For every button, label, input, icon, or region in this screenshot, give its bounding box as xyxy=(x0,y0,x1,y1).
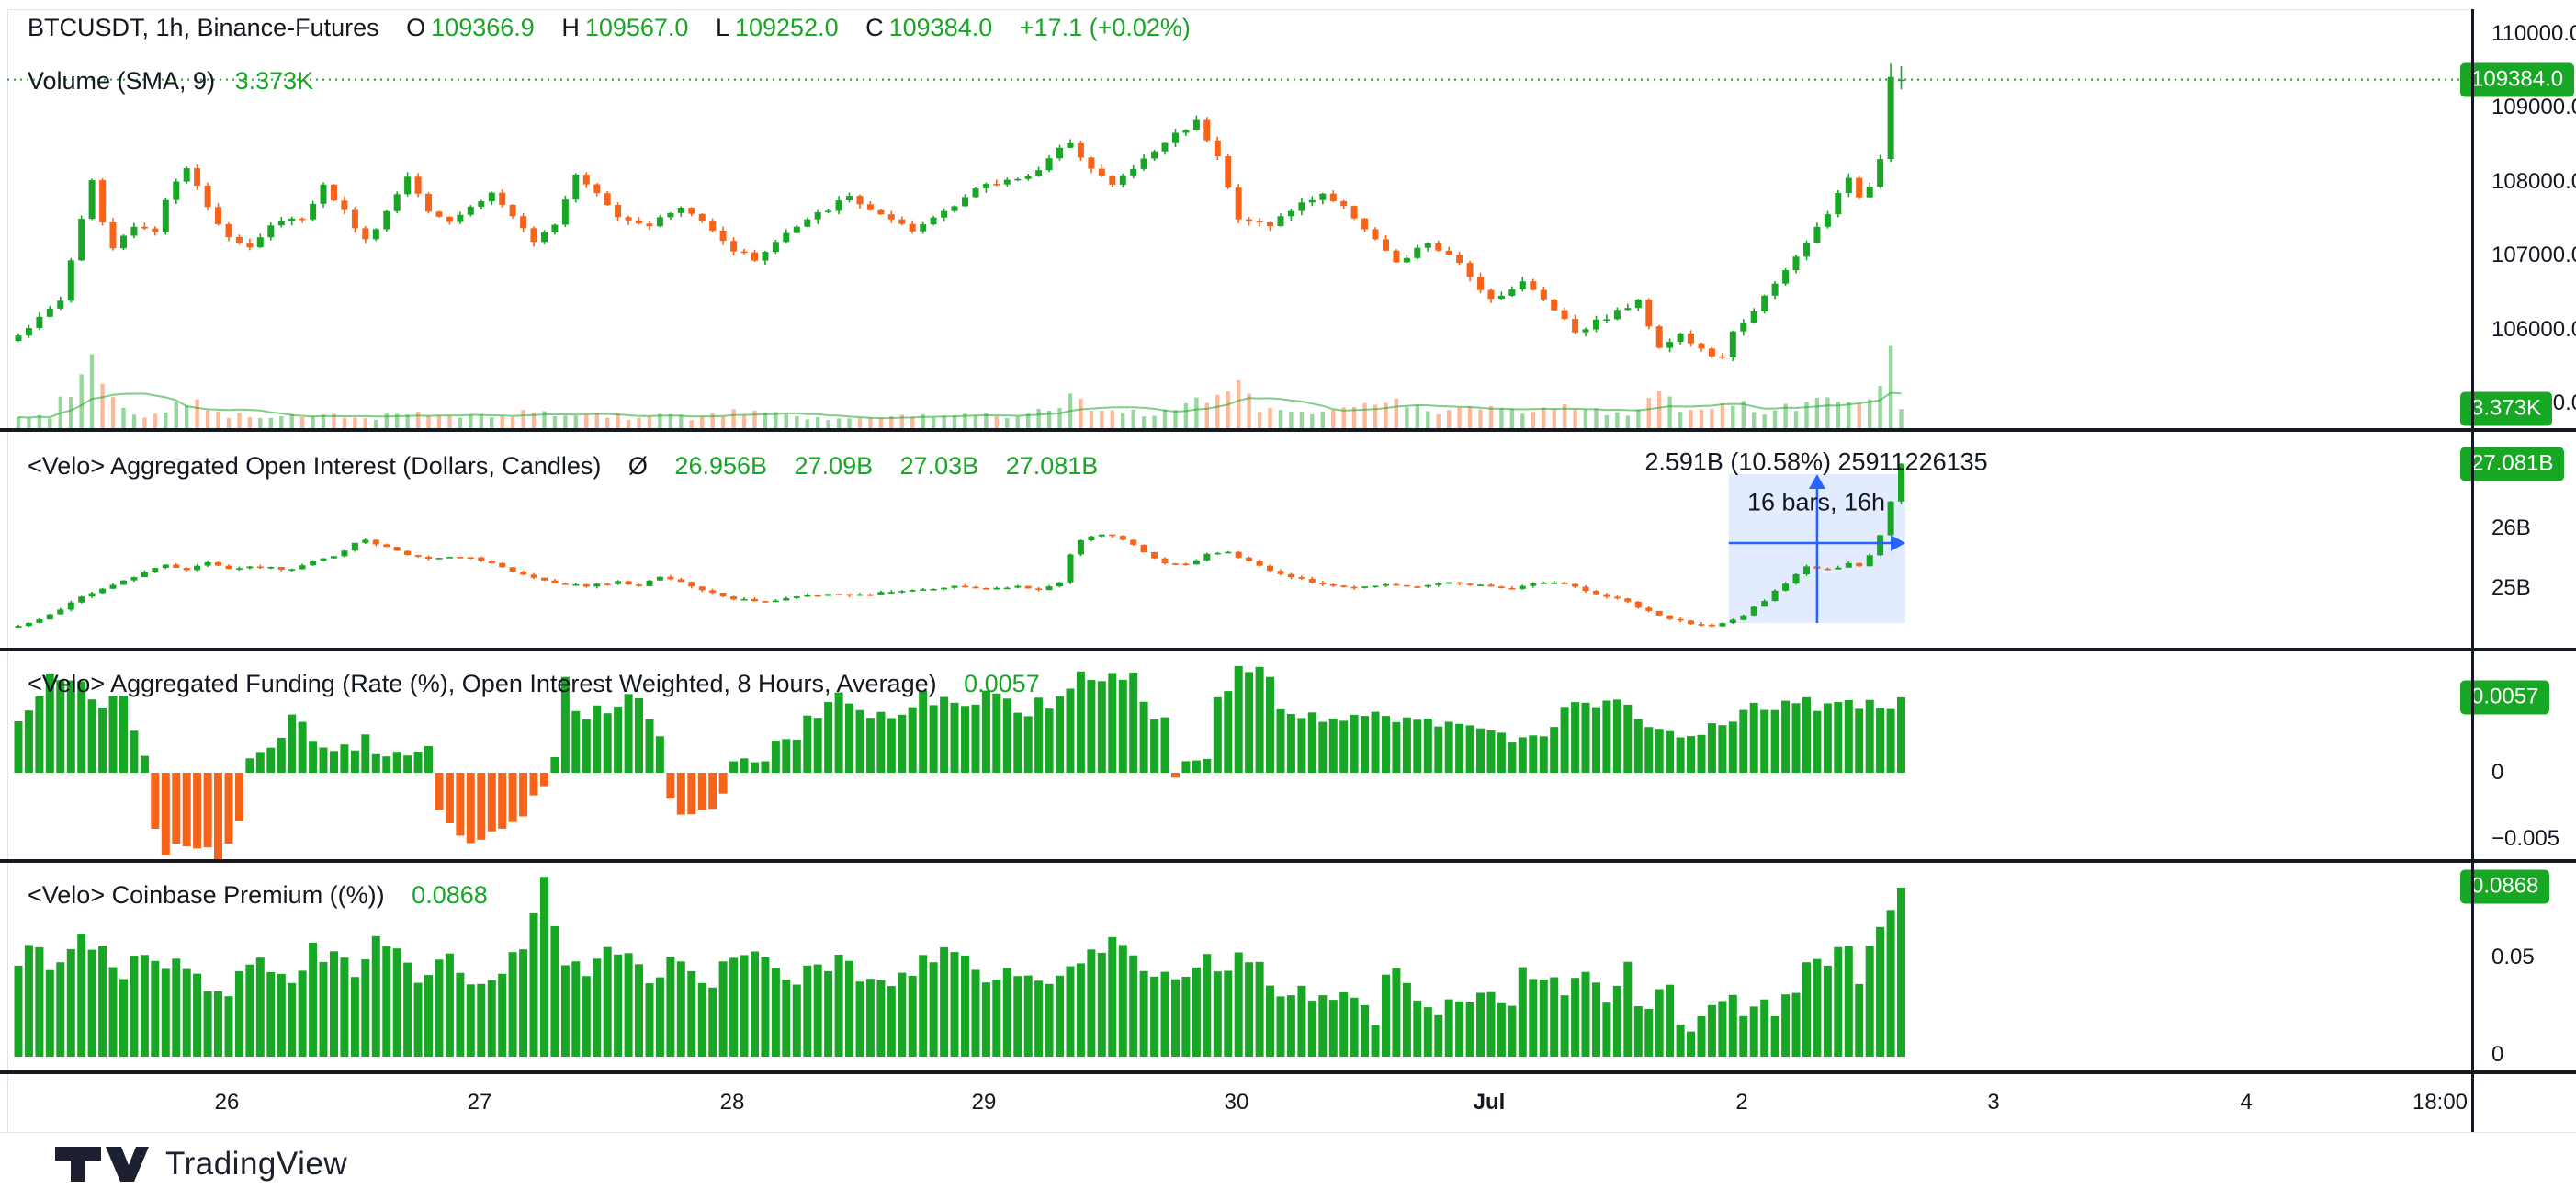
chart-bottom-border xyxy=(0,1132,2576,1133)
price-scale-tick: 0.05 xyxy=(2491,945,2535,969)
price-badge: 3.373K xyxy=(2460,391,2553,426)
volume-legend[interactable]: Volume (SMA, 9) 3.373K xyxy=(28,66,313,96)
premium-legend[interactable]: <Velo> Coinbase Premium ((%)) 0.0868 xyxy=(28,880,488,910)
funding-value: 0.0057 xyxy=(964,670,1040,697)
change-value: +17.1 (+0.02%) xyxy=(1019,14,1191,41)
price-scale-tick: 107000.0 xyxy=(2491,243,2576,267)
time-axis-label: Jul xyxy=(1473,1090,1506,1115)
pane-separator-1[interactable] xyxy=(0,428,2576,432)
pane-separator-3[interactable] xyxy=(0,859,2576,863)
price-scale-tick: −0.005 xyxy=(2491,826,2560,851)
open-label: O xyxy=(406,14,426,41)
premium-pane[interactable] xyxy=(0,864,2471,1070)
oi-value-avg: 26.956B xyxy=(674,452,768,480)
volume-label: Volume (SMA, 9) xyxy=(28,67,216,95)
price-badge: 0.0057 xyxy=(2460,680,2550,715)
premium-value: 0.0868 xyxy=(412,881,488,909)
close-value: 109384.0 xyxy=(888,14,993,41)
tradingview-logo-text: TradingView xyxy=(165,1146,348,1182)
price-scale-tick: 0 xyxy=(2491,1042,2504,1067)
pane-separator-4[interactable] xyxy=(0,1070,2576,1074)
tradingview-logo[interactable]: TradingView xyxy=(53,1145,347,1183)
price-badge: 109384.0 xyxy=(2460,62,2575,97)
high-label: H xyxy=(561,14,580,41)
open-value: 109366.9 xyxy=(431,14,535,41)
funding-label: <Velo> Aggregated Funding (Rate (%), Ope… xyxy=(28,670,937,697)
time-axis-label: 4 xyxy=(2240,1090,2253,1115)
close-label: C xyxy=(865,14,884,41)
price-pane[interactable] xyxy=(0,9,2471,428)
price-scale-tick: 108000.0 xyxy=(2491,169,2576,194)
price-badge: 0.0868 xyxy=(2460,869,2550,904)
average-symbol: Ø xyxy=(627,452,648,480)
oi-value-high: 27.09B xyxy=(794,452,874,480)
time-axis-label: 2 xyxy=(1735,1090,1748,1115)
price-scale-tick: 0 xyxy=(2491,760,2504,785)
measure-delta-label: 2.591B (10.58%) 25911226135 xyxy=(1644,447,1988,476)
price-scale-tick: 106000.0 xyxy=(2491,317,2576,342)
volume-value: 3.373K xyxy=(234,67,314,95)
time-axis-label: 27 xyxy=(467,1090,492,1115)
symbol-legend[interactable]: BTCUSDT, 1h, Binance-Futures O 109366.9 H… xyxy=(28,13,1191,42)
time-axis-label: 29 xyxy=(971,1090,997,1115)
time-axis-label: 28 xyxy=(719,1090,745,1115)
measure-bars-label: 16 bars, 16h xyxy=(1746,488,1886,516)
low-value: 109252.0 xyxy=(734,14,839,41)
open-interest-label: <Velo> Aggregated Open Interest (Dollars… xyxy=(28,452,602,480)
time-axis-label: 30 xyxy=(1224,1090,1249,1115)
price-scale-tick: 26B xyxy=(2491,515,2531,540)
price-badge: 27.081B xyxy=(2460,447,2565,481)
premium-label: <Velo> Coinbase Premium ((%)) xyxy=(28,881,385,909)
time-axis-label: 3 xyxy=(1987,1090,2000,1115)
chart-top-border xyxy=(7,9,2471,10)
open-interest-legend[interactable]: <Velo> Aggregated Open Interest (Dollars… xyxy=(28,451,1098,481)
time-axis-label: 18:00 xyxy=(2412,1090,2469,1115)
high-value: 109567.0 xyxy=(584,14,689,41)
open-interest-pane[interactable] xyxy=(0,433,2471,648)
price-scale-tick: 110000.0 xyxy=(2491,21,2576,46)
pane-separator-2[interactable] xyxy=(0,648,2576,651)
price-scale-tick: 25B xyxy=(2491,575,2531,600)
funding-pane[interactable] xyxy=(0,652,2471,859)
time-axis-label: 26 xyxy=(214,1090,240,1115)
chart-left-border xyxy=(7,9,8,1132)
price-scale-tick: 109000.0 xyxy=(2491,95,2576,119)
low-label: L xyxy=(715,14,729,41)
price-scale-border xyxy=(2471,9,2474,1132)
funding-legend[interactable]: <Velo> Aggregated Funding (Rate (%), Ope… xyxy=(28,669,1040,698)
oi-value-close: 27.081B xyxy=(1005,452,1099,480)
symbol-title: BTCUSDT, 1h, Binance-Futures xyxy=(28,14,379,41)
oi-value-low: 27.03B xyxy=(899,452,979,480)
tradingview-logo-icon xyxy=(55,1147,149,1182)
